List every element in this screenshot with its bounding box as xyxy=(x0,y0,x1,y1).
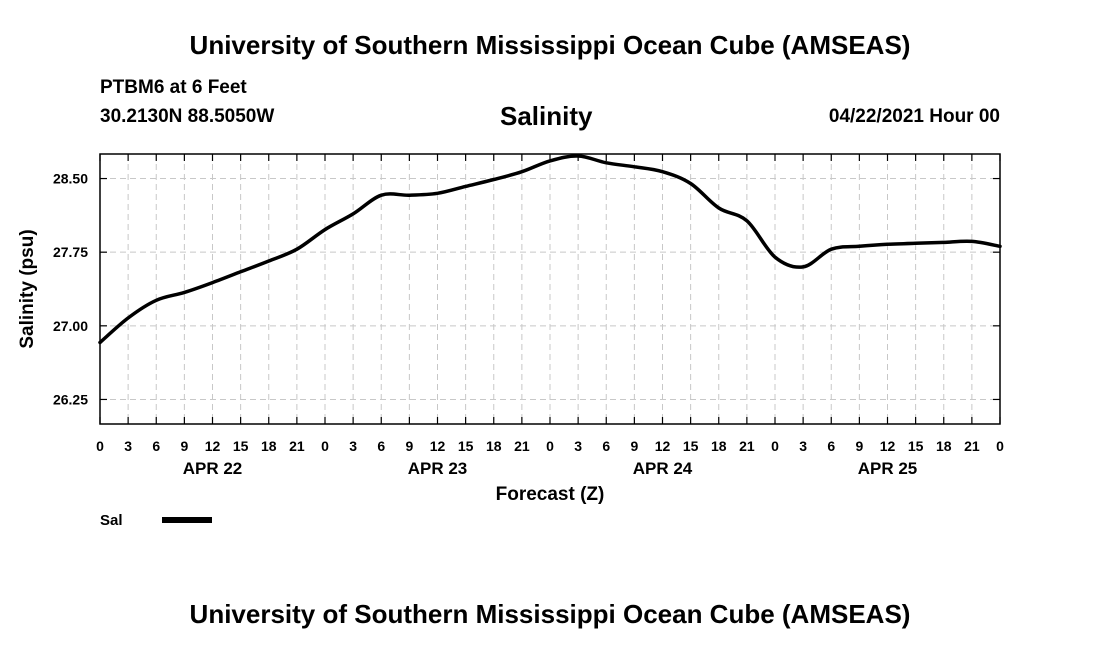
y-tick-label: 27.00 xyxy=(53,318,88,334)
x-tick-label: 21 xyxy=(964,438,980,454)
x-day-label: APR 25 xyxy=(858,459,918,478)
chart-title: Salinity xyxy=(500,101,593,131)
x-axis-label: Forecast (Z) xyxy=(496,484,605,505)
x-day-label: APR 22 xyxy=(183,459,243,478)
y-tick-label: 27.75 xyxy=(53,244,88,260)
legend-label-sal: Sal xyxy=(100,512,123,529)
station-label: PTBM6 at 6 Feet xyxy=(100,77,247,98)
x-tick-label: 6 xyxy=(827,438,835,454)
plot-frame xyxy=(99,153,1001,425)
x-tick-label: 3 xyxy=(349,438,357,454)
x-tick-label: 6 xyxy=(602,438,610,454)
forecast-timestamp: 04/22/2021 Hour 00 xyxy=(828,106,1000,127)
x-tick-label: 9 xyxy=(630,438,638,454)
x-tick-label: 15 xyxy=(458,438,474,454)
x-tick-label: 12 xyxy=(205,438,221,454)
x-tick-label: 18 xyxy=(261,438,277,454)
x-tick-label: 6 xyxy=(152,438,160,454)
x-tick-label: 0 xyxy=(321,438,329,454)
series-line-sal xyxy=(98,154,1002,345)
y-tick-label: 28.50 xyxy=(53,171,88,187)
x-tick-label: 3 xyxy=(799,438,807,454)
x-tick-label: 0 xyxy=(771,438,779,454)
x-tick-label: 12 xyxy=(655,438,671,454)
y-axis-label: Salinity (psu) xyxy=(17,229,38,348)
x-day-label: APR 23 xyxy=(408,459,468,478)
x-tick-label: 15 xyxy=(683,438,699,454)
x-day-label: APR 24 xyxy=(633,459,693,478)
x-tick-label: 18 xyxy=(486,438,502,454)
grid xyxy=(100,154,1000,424)
x-tick-label: 18 xyxy=(711,438,727,454)
axis-labels: 0 3 6 9 12 15 18 21 0 3 6 9 12 15 18 21 0 3 6 9 12 15 18 21 0 3 6 9… xyxy=(53,171,1004,478)
x-tick-label: 12 xyxy=(880,438,896,454)
x-tick-label: 0 xyxy=(546,438,554,454)
x-tick-label: 0 xyxy=(996,438,1004,454)
page-title: University of Southern Mississippi Ocean… xyxy=(189,30,911,60)
x-tick-label: 6 xyxy=(377,438,385,454)
x-tick-label: 21 xyxy=(289,438,305,454)
x-tick-label: 3 xyxy=(574,438,582,454)
x-tick-label: 9 xyxy=(405,438,413,454)
x-tick-label: 21 xyxy=(514,438,530,454)
x-tick-label: 9 xyxy=(855,438,863,454)
x-tick-label: 15 xyxy=(233,438,249,454)
x-tick-label: 0 xyxy=(96,438,104,454)
x-tick-label: 21 xyxy=(739,438,755,454)
x-tick-label: 12 xyxy=(430,438,446,454)
coordinates-label: 30.2130N 88.5050W xyxy=(100,106,275,127)
y-tick-label: 26.25 xyxy=(53,391,88,407)
x-tick-label: 15 xyxy=(908,438,924,454)
legend: Sal xyxy=(100,512,212,529)
x-tick-label: 18 xyxy=(936,438,952,454)
x-tick-label: 3 xyxy=(124,438,132,454)
footer-title: University of Southern Mississippi Ocean… xyxy=(189,599,911,629)
x-tick-label: 9 xyxy=(180,438,188,454)
